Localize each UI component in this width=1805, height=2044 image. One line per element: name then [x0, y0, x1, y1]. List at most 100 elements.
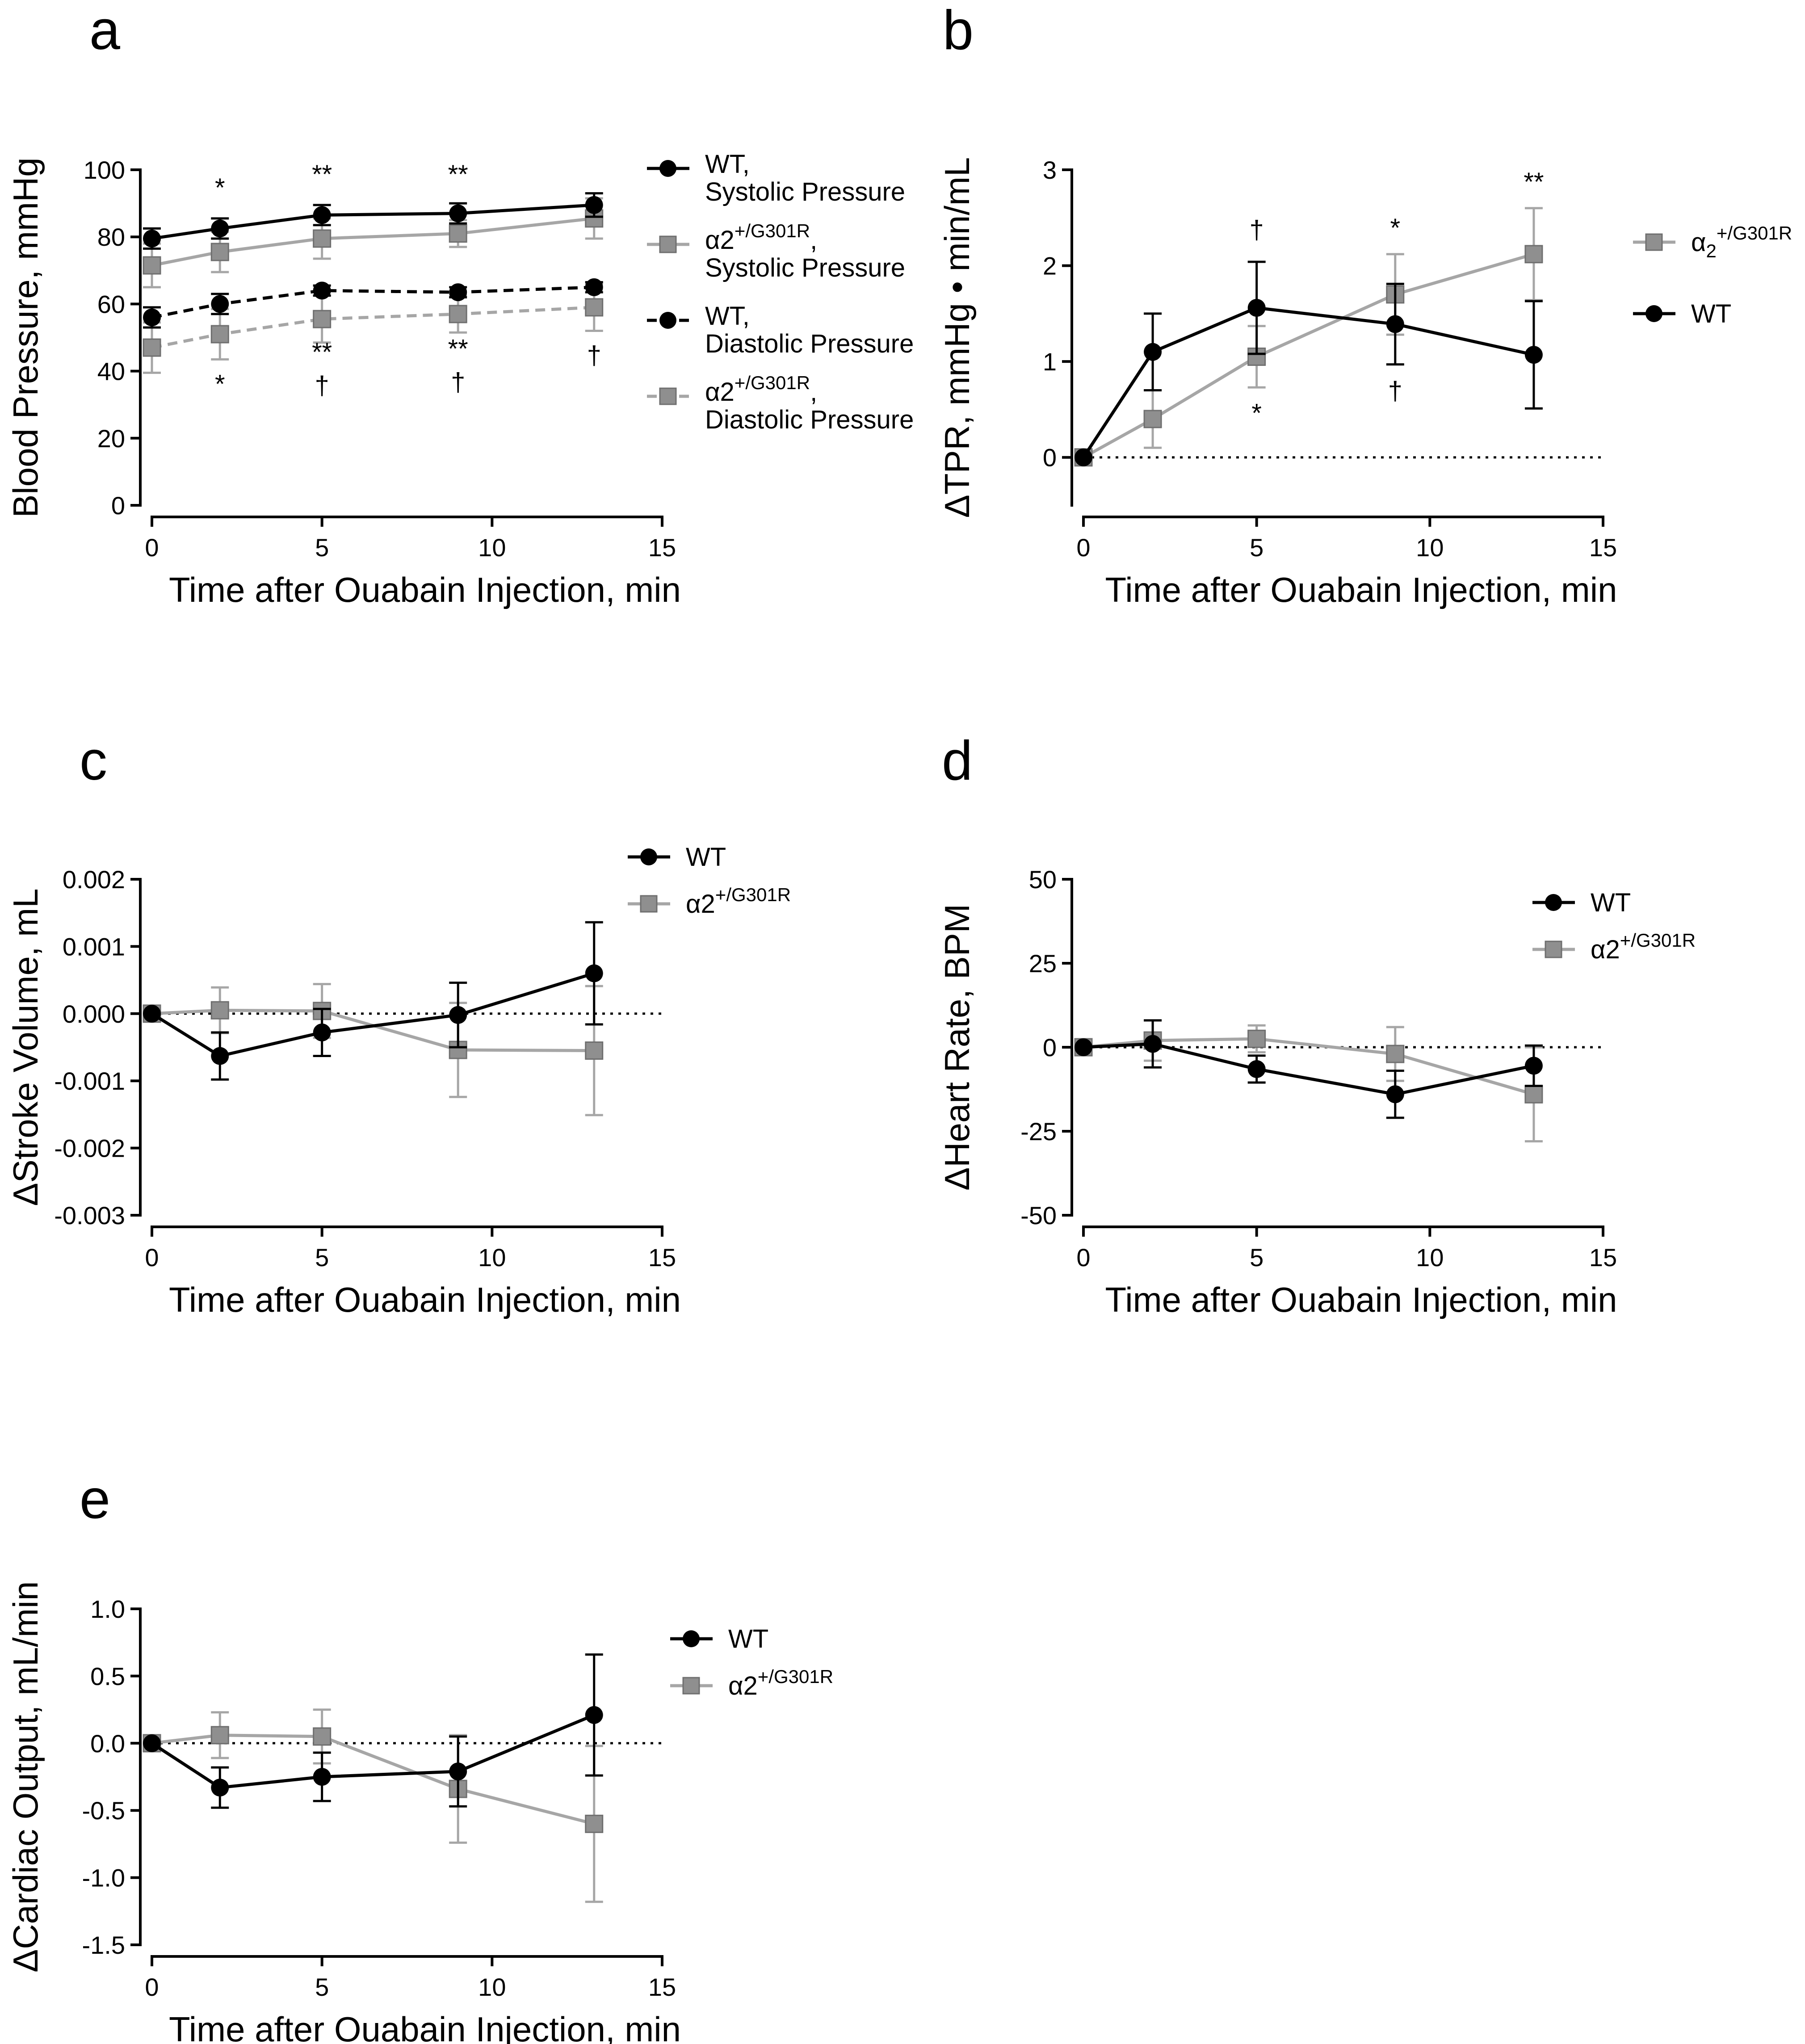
- panel-letter-b: b: [943, 0, 974, 61]
- data-point-square: [585, 298, 604, 317]
- legend-label: WT: [1691, 299, 1731, 328]
- x-axis-label-d: Time after Ouabain Injection, min: [1105, 1280, 1617, 1319]
- data-point-circle: [1144, 1035, 1162, 1053]
- y-axis-label-d: ΔHeart Rate, BPM: [937, 904, 977, 1191]
- data-point-circle: [1144, 343, 1162, 361]
- y-tick-label-a: 100: [84, 156, 125, 184]
- legend-label: α2+/G301R: [1691, 222, 1792, 261]
- legend-swatch-square: [659, 235, 677, 253]
- legend-label-line2: Systolic Pressure: [705, 253, 905, 282]
- y-tick-label-c: -0.003: [54, 1201, 125, 1230]
- panel-a: a 0 20 40 60 80 100 0 5 10 15 Time after Ouabain I…: [6, 0, 914, 609]
- y-tick-label-e: 1.0: [90, 1595, 125, 1623]
- panel-d: d -50 -25 0 25 50 0 5 10 15 Time after Ouabain In…: [937, 730, 1696, 1319]
- legend-item-c-0: WT: [628, 843, 726, 872]
- significance-annotation-b: *: [1251, 399, 1262, 428]
- y-tick-label-c: 0.001: [63, 932, 125, 961]
- y-tick-label-e: -0.5: [82, 1796, 126, 1825]
- data-point-square: [449, 305, 467, 323]
- y-tick-label-c: 0.002: [63, 865, 125, 894]
- legend-label-base: WT: [1691, 299, 1731, 328]
- panel-letter-d: d: [942, 730, 973, 792]
- panel-e: e -1.5 -1.0 -0.5 0.0 0.5 1.0 0 5 10 15 Time after …: [6, 1469, 833, 2044]
- legend-swatch-circle: [659, 312, 676, 329]
- y-tick-label-c: -0.002: [54, 1134, 125, 1163]
- legend-swatch-circle: [1645, 305, 1662, 322]
- legend-swatch-circle: [683, 1630, 700, 1647]
- data-point-circle: [143, 308, 161, 327]
- data-point-circle: [313, 1768, 331, 1786]
- legend-e: WT α2+/G301R: [670, 1624, 833, 1700]
- x-tick-label-e: 10: [478, 1973, 506, 2001]
- data-point-circle: [585, 278, 603, 296]
- series-line: [151, 1713, 595, 1789]
- data-point-circle: [211, 1779, 229, 1797]
- x-axis-label-c: Time after Ouabain Injection, min: [169, 1280, 681, 1319]
- data-point-square: [210, 1001, 229, 1020]
- y-tick-label-d: 0: [1043, 1033, 1057, 1062]
- significance-annotation-a: *: [215, 173, 225, 202]
- legend-label-line2: Systolic Pressure: [705, 177, 905, 206]
- x-tick-label-c: 15: [648, 1243, 676, 1272]
- data-point-circle: [585, 1706, 603, 1724]
- data-point-circle: [585, 196, 603, 214]
- data-point-circle: [143, 229, 161, 248]
- legend-label-subscript: 2: [1706, 240, 1717, 261]
- chart-plot-e: -1.5 -1.0 -0.5 0.0 0.5 1.0 0 5 10 15 Time after Ou…: [6, 1581, 681, 2044]
- legend-item-e-1: α2+/G301R: [670, 1666, 833, 1700]
- legend-item-c-1: α2+/G301R: [628, 884, 791, 919]
- series-a-0: [143, 192, 603, 250]
- x-tick-label-c: 10: [478, 1243, 506, 1272]
- chart-plot-c: -0.003 -0.002 -0.001 0.000 0.001 0.002 0 5 10 15 T…: [6, 865, 681, 1319]
- legend-swatch-square: [1645, 233, 1663, 251]
- x-tick-label-c: 5: [315, 1243, 329, 1272]
- legend-swatch-square: [640, 895, 658, 913]
- x-tick-label-b: 15: [1589, 533, 1617, 562]
- data-point-circle: [313, 281, 331, 300]
- legend-c: WT α2+/G301R: [628, 843, 791, 919]
- legend-label: WT: [686, 843, 726, 872]
- data-point-circle: [313, 1023, 331, 1041]
- y-tick-label-a: 60: [97, 290, 125, 318]
- y-tick-label-b: 1: [1043, 348, 1057, 376]
- y-axis-label-e: ΔCardiac Output, mL/min: [6, 1581, 45, 1973]
- series-b-0: [1074, 207, 1543, 467]
- data-point-square: [210, 325, 229, 344]
- x-tick-label-d: 15: [1589, 1243, 1617, 1272]
- data-point-circle: [1075, 448, 1092, 466]
- legend-label-line1: α2+/G301R,: [705, 220, 817, 255]
- data-point-circle: [449, 1762, 467, 1780]
- significance-annotation-b: †: [1388, 377, 1402, 406]
- data-point-square: [585, 1041, 604, 1060]
- y-tick-label-c: -0.001: [54, 1067, 125, 1095]
- y-tick-label-a: 80: [97, 223, 125, 251]
- data-point-square: [1247, 1029, 1266, 1048]
- y-tick-label-d: -25: [1020, 1117, 1057, 1146]
- data-point-circle: [1524, 346, 1543, 364]
- panel-letter-a: a: [89, 0, 120, 61]
- data-point-circle: [143, 1004, 161, 1023]
- data-point-circle: [1247, 1060, 1266, 1078]
- data-point-square: [210, 1726, 229, 1745]
- x-tick-label-d: 0: [1076, 1243, 1090, 1272]
- y-tick-label-b: 3: [1043, 156, 1057, 184]
- data-point-square: [1386, 1045, 1405, 1063]
- data-point-square: [313, 1727, 332, 1746]
- legend-item-e-0: WT: [670, 1624, 768, 1654]
- series-line: [151, 306, 594, 349]
- y-tick-label-e: 0.5: [90, 1662, 125, 1690]
- legend-label-base: α: [1691, 228, 1706, 257]
- data-point-square: [143, 256, 161, 275]
- legend-item-b-0: α2+/G301R: [1633, 222, 1792, 261]
- significance-annotation-a: †: [587, 341, 601, 370]
- legend-item-a-1: α2+/G301R,Systolic Pressure: [647, 220, 905, 282]
- legend-label: WT: [1591, 888, 1631, 917]
- legend-label-line1: α2+/G301R,: [705, 372, 817, 407]
- series-e-0: [143, 1653, 603, 1809]
- x-tick-label-b: 5: [1250, 533, 1264, 562]
- data-point-square: [143, 338, 161, 357]
- x-axis-label-e: Time after Ouabain Injection, min: [169, 2010, 681, 2044]
- data-point-circle: [143, 1734, 161, 1752]
- legend-item-a-2: WT,Diastolic Pressure: [647, 302, 914, 358]
